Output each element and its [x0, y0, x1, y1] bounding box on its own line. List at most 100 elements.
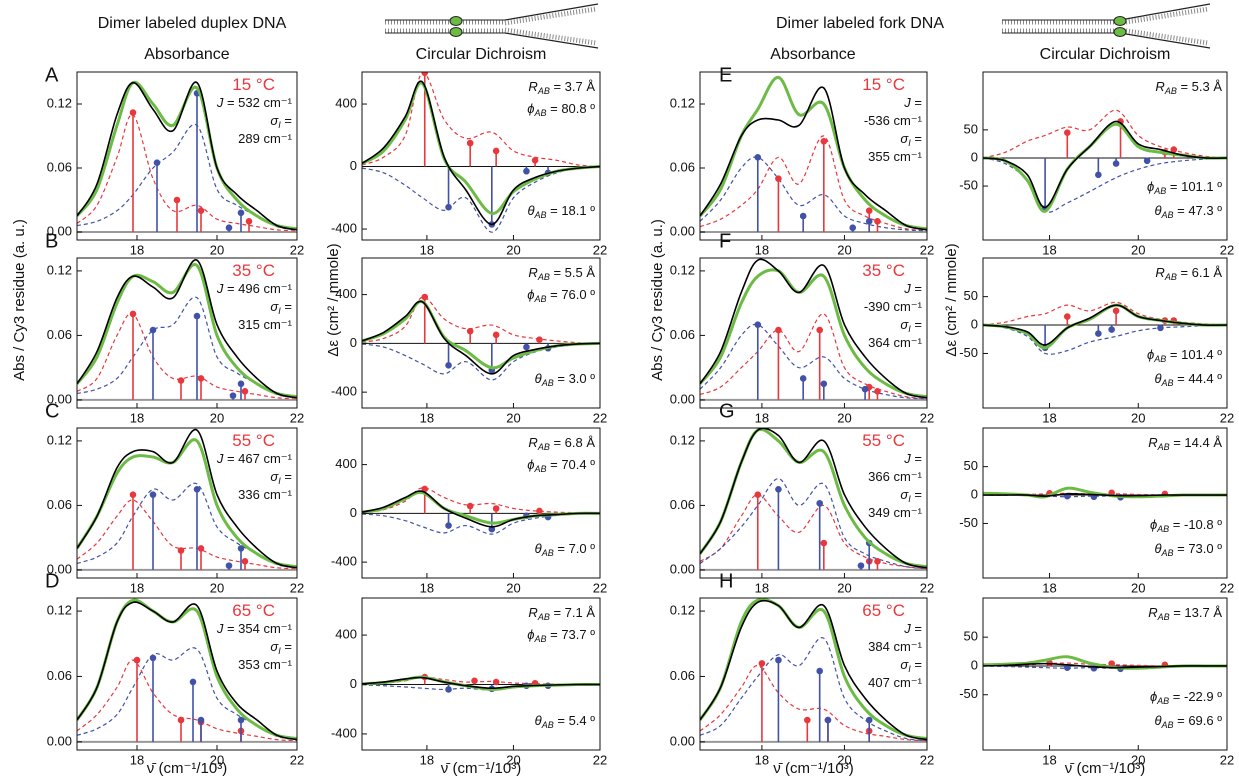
plot-frame — [982, 257, 1228, 409]
x-tick-label: 20 — [210, 410, 224, 425]
stick — [754, 321, 762, 400]
annotation-text: = 496 cm⁻¹ — [223, 281, 292, 296]
y-tick-label: 0.06 — [47, 159, 72, 174]
annotation-symbol: σ — [900, 487, 909, 502]
curve — [77, 601, 297, 741]
x-tick-label: 20 — [1131, 410, 1145, 425]
stick — [1063, 313, 1071, 326]
annotation: RAB = 3.7 Å — [528, 79, 595, 96]
stick — [149, 491, 157, 570]
annotation-text: = — [911, 131, 922, 146]
stick — [197, 545, 205, 570]
annotation-text: = 101.4 º — [1166, 347, 1222, 362]
plot-frame — [361, 597, 601, 751]
annotation-subscript: AB — [534, 108, 547, 118]
stick — [1041, 157, 1049, 212]
annotation: -536 cm⁻¹ — [864, 113, 923, 128]
y-axis-title: Abs / Cy3 residue (a. u.) — [11, 219, 28, 381]
annotation: 35 °C — [862, 261, 905, 280]
x-axis-title: ν̄ (cm⁻¹/10³) — [773, 760, 853, 777]
x-tick-label: 20 — [506, 580, 520, 595]
plot-frame — [76, 257, 298, 409]
x-tick-label: 22 — [290, 580, 304, 595]
stick — [197, 207, 205, 232]
y-tick-label: -400 — [331, 384, 357, 399]
annotation-symbol: J — [216, 451, 224, 466]
x-tick-label: 18 — [755, 580, 769, 595]
annotation: 353 cm⁻¹ — [238, 657, 292, 672]
stick — [445, 343, 452, 369]
curve — [77, 438, 297, 569]
annotation-symbol: J — [216, 95, 224, 110]
annotation-symbol: ϕ — [1147, 179, 1154, 194]
y-axis-title: Δε (cm² / mmole) — [943, 243, 960, 356]
plot-frame — [361, 71, 601, 241]
stick — [225, 562, 233, 570]
x-tick-label: 20 — [837, 410, 851, 425]
annotation-subscript: I — [908, 494, 911, 504]
x-tick-label: 22 — [1220, 410, 1234, 425]
annotation-text: = 14.4 Å — [1170, 435, 1223, 450]
x-tick-label: 18 — [1042, 242, 1056, 257]
y-tick-label: 0.00 — [670, 561, 695, 576]
plot-area — [983, 301, 1227, 355]
annotation: 315 cm⁻¹ — [238, 317, 292, 332]
annotation-text: = — [911, 657, 922, 672]
y-tick-label: 0.06 — [670, 327, 695, 342]
y-tick-label: 0.12 — [47, 432, 72, 447]
x-axis-title: ν̄ (cm⁻¹/10³) — [1065, 760, 1145, 777]
y-tick-label: 0.12 — [670, 95, 695, 110]
x-tick-label: 22 — [593, 752, 607, 767]
y-tick-label: 400 — [335, 95, 357, 110]
stick — [129, 491, 137, 570]
panel-letter: H — [719, 570, 733, 592]
curve — [983, 304, 1227, 346]
plot-frame — [699, 257, 928, 409]
stick — [173, 196, 181, 232]
x-tick-label: 22 — [593, 580, 607, 595]
plot-frame — [76, 71, 298, 241]
x-tick-label: 22 — [1220, 242, 1234, 257]
annotation-text: = 5.3 Å — [1177, 79, 1222, 94]
annotation-text: = — [281, 469, 292, 484]
annotation: θAB = 5.4 º — [535, 713, 596, 730]
curve — [77, 312, 297, 400]
annotation-subscript: I — [278, 306, 281, 316]
annotation-symbol: ϕ — [1150, 517, 1157, 532]
x-tick-label: 18 — [130, 752, 144, 767]
annotation-symbol: R — [1148, 605, 1157, 620]
annotation-text: = 80.8 º — [547, 101, 596, 116]
y-tick-label: 50 — [964, 458, 978, 473]
annotation-symbol: R — [528, 605, 537, 620]
curve — [700, 135, 927, 232]
annotation-text: = — [281, 639, 292, 654]
annotation: σI = — [270, 469, 292, 486]
plot-area — [362, 293, 600, 381]
annotation-text: 55 °C — [862, 431, 905, 450]
annotation: RAB = 13.7 Å — [1148, 605, 1222, 622]
panel-letter: G — [719, 400, 735, 422]
annotation-text: 65 °C — [232, 601, 275, 620]
plot-area — [77, 598, 297, 743]
y-tick-label: 0.06 — [670, 497, 695, 512]
annotation-subscript: AB — [1161, 210, 1174, 220]
annotation-text: = 6.1 Å — [1177, 265, 1222, 280]
annotation-text: = 101.1 º — [1166, 179, 1222, 194]
annotation: ϕAB = 76.0 º — [527, 287, 595, 304]
y-tick-label: 50 — [964, 288, 978, 303]
annotation: ϕAB = 80.8 º — [527, 101, 595, 118]
annotation: σI = — [900, 317, 922, 334]
annotation: J = — [903, 95, 922, 110]
annotation: ϕAB = 73.7 º — [527, 627, 595, 644]
annotation-symbol: J — [903, 451, 911, 466]
stick — [237, 545, 245, 570]
annotation-text: = 73.0 º — [1174, 541, 1223, 556]
stick — [237, 380, 245, 400]
annotation-symbol: ϕ — [1147, 347, 1154, 362]
annotation: J = — [903, 451, 922, 466]
annotation-text: 35 °C — [232, 261, 275, 280]
annotation-symbol: R — [1155, 265, 1164, 280]
annotation-text: 349 cm⁻¹ — [868, 505, 922, 520]
stick — [197, 716, 205, 742]
